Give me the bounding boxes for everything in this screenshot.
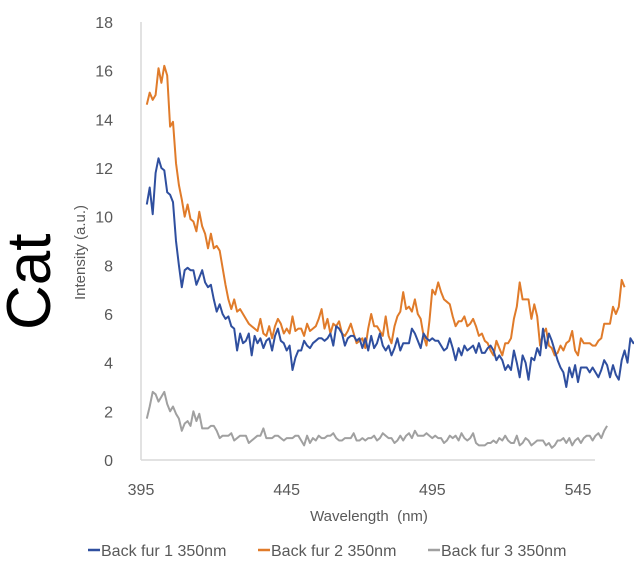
x-tick-label: 445 <box>273 482 300 499</box>
y-axis-title: Intensity (a.u.) <box>72 205 89 300</box>
legend-item: Back fur 3 350nm <box>428 543 566 560</box>
y-tick-label: 6 <box>104 307 113 324</box>
y-tick-label: 18 <box>95 15 113 32</box>
legend: Back fur 1 350nm Back fur 2 350nm Back fur… <box>88 543 566 560</box>
y-tick-label: 0 <box>104 453 113 470</box>
y-tick-label: 4 <box>104 356 113 373</box>
series-line-3 <box>145 390 608 449</box>
series-group <box>145 64 634 449</box>
x-tick-label: 545 <box>565 482 592 499</box>
side-label: Cat <box>0 234 64 330</box>
legend-item: Back fur 1 350nm <box>88 543 226 560</box>
y-tick-label: 10 <box>95 210 113 227</box>
legend-label: Back fur 2 350nm <box>271 543 396 560</box>
x-axis-title: Wavelength (nm) <box>310 508 428 525</box>
x-axis-ticks: 395 445 495 545 <box>128 482 592 499</box>
x-tick-label: 495 <box>419 482 446 499</box>
x-tick-label: 395 <box>128 482 155 499</box>
legend-label: Back fur 1 350nm <box>101 543 226 560</box>
y-tick-label: 16 <box>95 64 113 81</box>
y-tick-label: 12 <box>95 161 113 178</box>
y-tick-label: 2 <box>104 404 113 421</box>
y-tick-label: 14 <box>95 112 113 129</box>
series-line-1 <box>145 157 634 388</box>
legend-item: Back fur 2 350nm <box>258 543 396 560</box>
series-line-2 <box>145 64 626 357</box>
legend-label: Back fur 3 350nm <box>441 543 566 560</box>
y-tick-label: 8 <box>104 258 113 275</box>
y-axis-ticks: 0 2 4 6 8 10 12 14 16 18 <box>95 15 113 470</box>
